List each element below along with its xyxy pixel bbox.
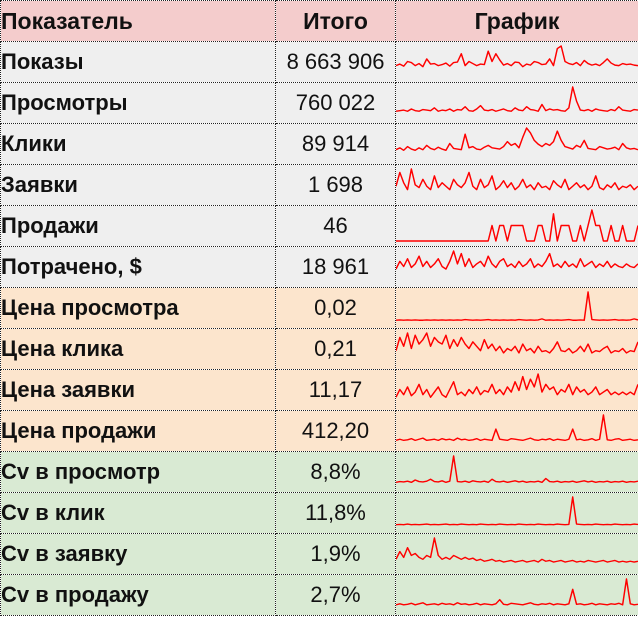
table-row: Cv в заявку 1,9% xyxy=(0,533,638,575)
sparkline-series xyxy=(396,250,638,270)
sparkline-series xyxy=(396,496,638,526)
sparkline-chart xyxy=(396,127,638,152)
metric-label: Потрачено, $ xyxy=(0,246,276,288)
sparkline-cell xyxy=(395,492,638,534)
table-row: Продажи 46 xyxy=(0,205,638,247)
sparkline-chart xyxy=(396,86,638,112)
metric-total: 412,20 xyxy=(275,410,396,452)
sparkline-series xyxy=(396,86,638,112)
metric-total: 8,8% xyxy=(275,451,396,493)
header-total: Итого xyxy=(275,0,396,42)
table-row: Просмотры 760 022 xyxy=(0,82,638,124)
metric-label: Цена просмотра xyxy=(0,287,276,329)
table-row: Цена продажи 412,20 xyxy=(0,410,638,452)
metric-total: 2,7% xyxy=(275,574,396,616)
metric-label: Cv в клик xyxy=(0,492,276,534)
sparkline-chart xyxy=(396,291,638,321)
metric-total: 8 663 906 xyxy=(275,41,396,83)
table-row: Цена просмотра 0,02 xyxy=(0,287,638,329)
metric-total: 760 022 xyxy=(275,82,396,124)
sparkline-cell xyxy=(395,451,638,493)
metric-total: 89 914 xyxy=(275,123,396,165)
metrics-table: Показатель Итого График Показы 8 663 906 П… xyxy=(0,0,638,616)
sparkline-chart xyxy=(396,578,638,606)
sparkline-cell xyxy=(395,41,638,83)
sparkline-series xyxy=(396,414,638,442)
table-row: Цена клика 0,21 xyxy=(0,328,638,370)
metric-label: Просмотры xyxy=(0,82,276,124)
sparkline-chart xyxy=(396,209,638,242)
sparkline-cell xyxy=(395,328,638,370)
header-row: Показатель Итого График xyxy=(0,0,638,42)
table-row: Cv в просмотр 8,8% xyxy=(0,451,638,493)
metric-label: Цена клика xyxy=(0,328,276,370)
sparkline-chart xyxy=(396,537,638,563)
sparkline-series xyxy=(396,45,638,68)
sparkline-series xyxy=(396,209,638,242)
metric-label: Cv в просмотр xyxy=(0,451,276,493)
sparkline-series xyxy=(396,537,638,563)
table-row: Заявки 1 698 xyxy=(0,164,638,206)
header-chart: График xyxy=(395,0,638,42)
table-row: Клики 89 914 xyxy=(0,123,638,165)
table-row: Показы 8 663 906 xyxy=(0,41,638,83)
sparkline-chart xyxy=(396,45,638,68)
sparkline-cell xyxy=(395,574,638,616)
table-row: Цена заявки 11,17 xyxy=(0,369,638,411)
sparkline-cell xyxy=(395,164,638,206)
sparkline-chart xyxy=(396,332,638,354)
metric-label: Заявки xyxy=(0,164,276,206)
metrics-body: Показы 8 663 906 Просмотры 760 022 Клики 89 9… xyxy=(0,41,638,616)
metric-label: Cv в заявку xyxy=(0,533,276,575)
sparkline-chart xyxy=(396,168,638,191)
metric-label: Цена продажи xyxy=(0,410,276,452)
metric-label: Продажи xyxy=(0,205,276,247)
sparkline-series xyxy=(396,455,638,484)
sparkline-series xyxy=(396,332,638,354)
metric-label: Cv в продажу xyxy=(0,574,276,616)
metric-total: 1 698 xyxy=(275,164,396,206)
metric-total: 46 xyxy=(275,205,396,247)
sparkline-cell xyxy=(395,533,638,575)
metric-total: 0,21 xyxy=(275,328,396,370)
sparkline-chart xyxy=(396,414,638,442)
metric-label: Цена заявки xyxy=(0,369,276,411)
metric-label: Клики xyxy=(0,123,276,165)
table-row: Cv в продажу 2,7% xyxy=(0,574,638,616)
sparkline-series xyxy=(396,373,638,398)
metric-total: 11,17 xyxy=(275,369,396,411)
sparkline-chart xyxy=(396,250,638,270)
sparkline-chart xyxy=(396,496,638,526)
metric-total: 18 961 xyxy=(275,246,396,288)
sparkline-series xyxy=(396,127,638,152)
sparkline-series xyxy=(396,578,638,606)
metric-label: Показы xyxy=(0,41,276,83)
sparkline-series xyxy=(396,291,638,321)
sparkline-cell xyxy=(395,82,638,124)
sparkline-series xyxy=(396,168,638,191)
metric-total: 0,02 xyxy=(275,287,396,329)
header-metric: Показатель xyxy=(0,0,276,42)
sparkline-cell xyxy=(395,287,638,329)
sparkline-cell xyxy=(395,123,638,165)
metric-total: 1,9% xyxy=(275,533,396,575)
sparkline-cell xyxy=(395,410,638,452)
sparkline-cell xyxy=(395,205,638,247)
table-row: Потрачено, $18 961 xyxy=(0,246,638,288)
sparkline-chart xyxy=(396,455,638,484)
sparkline-chart xyxy=(396,373,638,398)
sparkline-cell xyxy=(395,246,638,288)
sparkline-cell xyxy=(395,369,638,411)
metric-total: 11,8% xyxy=(275,492,396,534)
table-row: Cv в клик 11,8% xyxy=(0,492,638,534)
